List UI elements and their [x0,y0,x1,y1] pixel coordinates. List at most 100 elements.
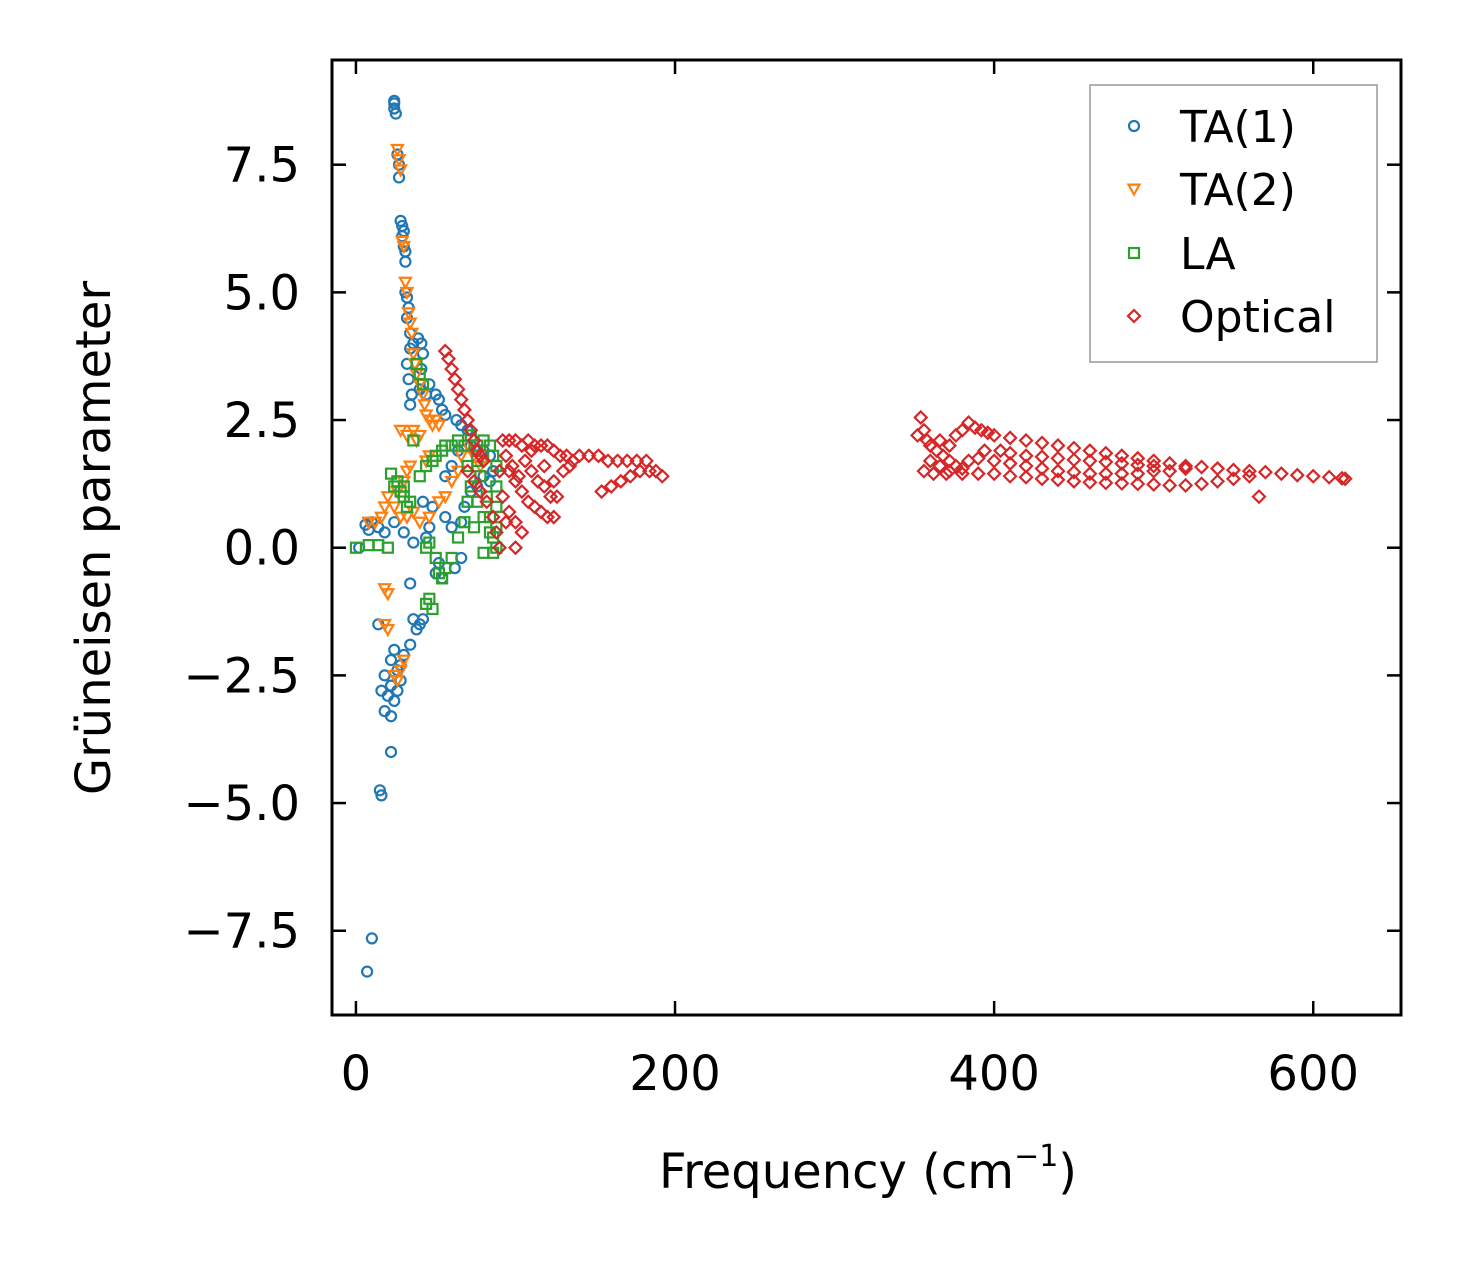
data-point [416,378,430,391]
data-point [654,468,670,484]
data-point [381,541,394,554]
data-point [491,540,508,556]
data-point [349,541,363,554]
data-point [941,463,958,479]
data-point [495,489,511,505]
data-point [458,439,471,452]
data-point [501,463,517,479]
data-marks [349,94,1353,978]
data-point [1225,462,1242,478]
data-point [517,453,533,469]
data-point [539,509,555,525]
legend-entry: TA(1) [1127,102,1296,153]
data-point [445,521,458,534]
data-point [472,483,488,500]
data-point [610,453,626,469]
data-point [1305,468,1321,484]
data-point [543,489,559,505]
data-point [373,784,386,797]
data-point [533,438,549,454]
data-point [461,495,474,508]
data-point [913,409,929,426]
data-point [375,789,388,802]
legend-label: TA(1) [1179,102,1296,153]
data-point [1289,467,1305,483]
legend: TA(1) TA(2) LA Optical [1089,84,1378,363]
data-point [1082,443,1098,459]
data-point [401,307,416,321]
data-point [380,623,396,638]
data-point [485,509,501,525]
data-point [507,514,524,530]
data-point [954,466,970,482]
data-point [977,443,993,459]
data-point [523,463,539,479]
data-point [527,438,543,454]
data-point [1066,473,1082,489]
data-point [1018,432,1034,449]
data-point [466,473,482,489]
data-point [1194,476,1210,492]
data-point [1209,473,1226,489]
data-point [384,467,398,480]
data-point [1194,459,1210,475]
data-point [472,448,488,464]
data-point [1066,464,1082,480]
data-point [970,466,986,482]
data-point [594,483,610,500]
data-point [498,514,514,530]
legend-label: TA(2) [1179,165,1296,216]
data-point [394,214,407,227]
data-point [388,694,401,708]
data-point [1050,450,1066,466]
data-point [1002,430,1018,446]
axis-tick-labels: 0 200 400 600 −7.5 −5.0 −2.5 0.0 2.5 5.0 7.5 [183,138,1359,1102]
data-point [1114,475,1130,491]
data-point [1098,466,1114,482]
data-point [1002,468,1018,484]
data-point [390,674,405,689]
data-point [552,448,568,464]
data-point [365,932,378,945]
data-point [986,466,1002,482]
data-point [1114,466,1130,482]
series-la [349,357,503,616]
data-point [431,496,447,510]
data-point [362,523,375,536]
data-point [439,439,452,452]
data-point [941,438,958,454]
data-point [507,540,524,556]
data-point [961,453,977,469]
data-point [445,551,458,565]
data-point [361,965,374,978]
data-point [925,466,942,482]
data-point [916,463,932,479]
data-point [426,602,439,616]
data-point [432,393,445,406]
data-point [399,465,415,479]
data-point [1034,449,1050,465]
data-point [1018,458,1034,474]
data-point [590,448,607,464]
data-point [1130,476,1146,492]
data-point [451,531,465,544]
data-point [1146,476,1162,492]
data-point [380,491,396,505]
data-point [1018,448,1034,464]
data-point [1241,468,1257,484]
data-point [954,461,970,477]
x-tick-label: 0 [341,1046,372,1102]
data-point [641,463,658,479]
data-point [603,478,619,494]
data-point [384,710,398,723]
data-point [1178,477,1194,493]
data-point [1337,471,1353,487]
legend-entry: Optical [1126,292,1335,343]
data-point [910,427,926,443]
data-point [396,654,412,668]
data-point [460,463,476,479]
data-point [1034,461,1050,477]
data-point [514,524,530,540]
y-tick-label: −5.0 [183,776,300,832]
data-point [954,422,970,438]
